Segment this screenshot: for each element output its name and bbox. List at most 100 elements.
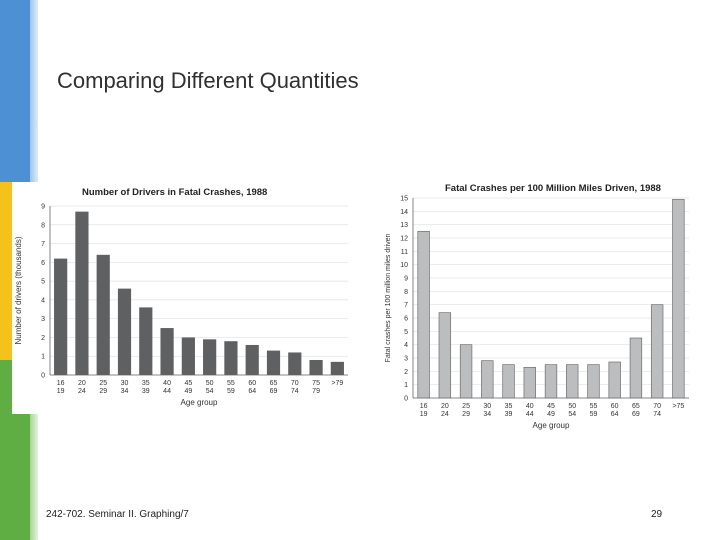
x-tick-label: 35 [505,403,513,410]
slide-title: Comparing Different Quantities [57,68,359,93]
y-tick-label: 6 [404,316,408,323]
bar [629,337,643,399]
bar [224,341,238,375]
y-tick-label: 9 [41,204,45,211]
x-tick-label: 39 [505,411,513,418]
y-tick-label: 5 [404,329,408,336]
x-tick-label: 19 [57,388,65,395]
x-tick-label: 45 [184,380,192,387]
footer-course-label: 242-702. Seminar II. Graphing/7 [46,509,189,520]
x-tick-label: 69 [270,388,278,395]
x-tick-label: 55 [227,380,235,387]
x-tick-label: 64 [611,411,619,418]
bar [650,304,664,399]
x-tick-label: 34 [121,388,129,395]
bar [672,198,685,399]
y-tick-label: 2 [404,369,408,376]
x-tick-label: 69 [632,411,640,418]
x-tick-label: 29 [462,411,470,418]
x-tick-label: 60 [248,380,256,387]
y-tick-label: 7 [404,302,408,309]
x-tick-label: 40 [526,403,534,410]
x-axis-label: Age group [181,398,218,407]
bar [566,364,579,399]
y-tick-label: 9 [404,276,408,283]
page-number: 29 [651,509,663,520]
x-tick-label: 25 [99,380,107,387]
x-tick-label: 70 [653,403,661,410]
x-tick-label: 75 [312,380,320,387]
x-tick-label: 20 [441,403,449,410]
y-tick-label: 1 [41,354,45,361]
bar [587,364,600,399]
x-tick-label: 55 [590,403,598,410]
y-tick-label: 10 [400,262,408,269]
x-tick-label: 49 [547,411,555,418]
x-tick-label: 25 [462,403,470,410]
bar [502,364,515,399]
x-tick-label: 49 [184,388,192,395]
x-tick-label: 54 [568,411,576,418]
x-tick-label: 39 [142,388,150,395]
bar [523,366,536,399]
y-tick-label: 7 [41,241,45,248]
y-tick-label: 4 [404,342,408,349]
y-tick-label: 11 [401,249,408,256]
x-tick-label: 35 [142,380,150,387]
chart-title: Fatal Crashes per 100 Million Miles Driv… [445,183,661,194]
x-tick-label: 79 [312,388,320,395]
x-tick-label: 24 [441,411,449,418]
bar [330,361,344,375]
x-tick-label: 74 [291,388,299,395]
x-tick-label: 65 [632,403,640,410]
x-tick-label: 59 [227,388,235,395]
bar [96,254,110,375]
chart-title: Number of Drivers in Fatal Crashes, 1988 [82,187,267,198]
x-tick-label: 65 [270,380,278,387]
bar [54,258,68,375]
bar [139,307,153,375]
x-tick-label: 16 [57,380,65,387]
y-tick-label: 14 [400,209,408,216]
x-tick-label: 54 [206,388,214,395]
y-tick-label: 4 [41,297,45,304]
bar [459,344,473,399]
bar [181,337,195,375]
y-tick-label: 3 [41,316,45,323]
x-tick-label: >75 [672,403,684,410]
x-tick-label: 30 [121,380,129,387]
y-tick-label: 8 [41,222,45,229]
x-axis-label: Age group [533,421,570,430]
x-tick-label: 74 [653,411,661,418]
x-tick-label: 50 [568,403,576,410]
bar [544,364,558,399]
y-tick-label: 13 [400,222,408,229]
y-tick-label: 12 [400,236,408,243]
x-tick-label: 44 [526,411,534,418]
y-tick-label: 0 [41,373,45,380]
x-tick-label: 60 [611,403,619,410]
y-tick-label: 3 [404,356,408,363]
bar [75,211,89,375]
x-tick-label: 24 [78,388,86,395]
bar [266,350,281,375]
y-tick-label: 6 [41,260,45,267]
bar [417,230,430,399]
bar [203,339,217,375]
x-tick-label: 34 [483,411,491,418]
chart-drivers-fatal-crashes: Number of Drivers in Fatal Crashes, 1988… [12,182,360,414]
chart-fatal-crashes-per-mile: Fatal Crashes per 100 Million Miles Driv… [373,178,703,440]
x-tick-label: 30 [483,403,491,410]
x-tick-label: 40 [163,380,171,387]
bar [160,328,174,375]
y-tick-label: 2 [41,335,45,342]
decorative-band-blue [0,0,38,182]
x-tick-label: 45 [547,403,555,410]
x-tick-label: 70 [291,380,299,387]
y-axis-label: Number of drivers (thousands) [14,236,23,344]
x-tick-label: 64 [248,388,256,395]
y-tick-label: 0 [404,396,408,403]
x-tick-label: >79 [331,380,343,387]
y-axis-label: Fatal crashes per 100 million miles driv… [385,234,392,363]
x-tick-label: 59 [590,411,598,418]
